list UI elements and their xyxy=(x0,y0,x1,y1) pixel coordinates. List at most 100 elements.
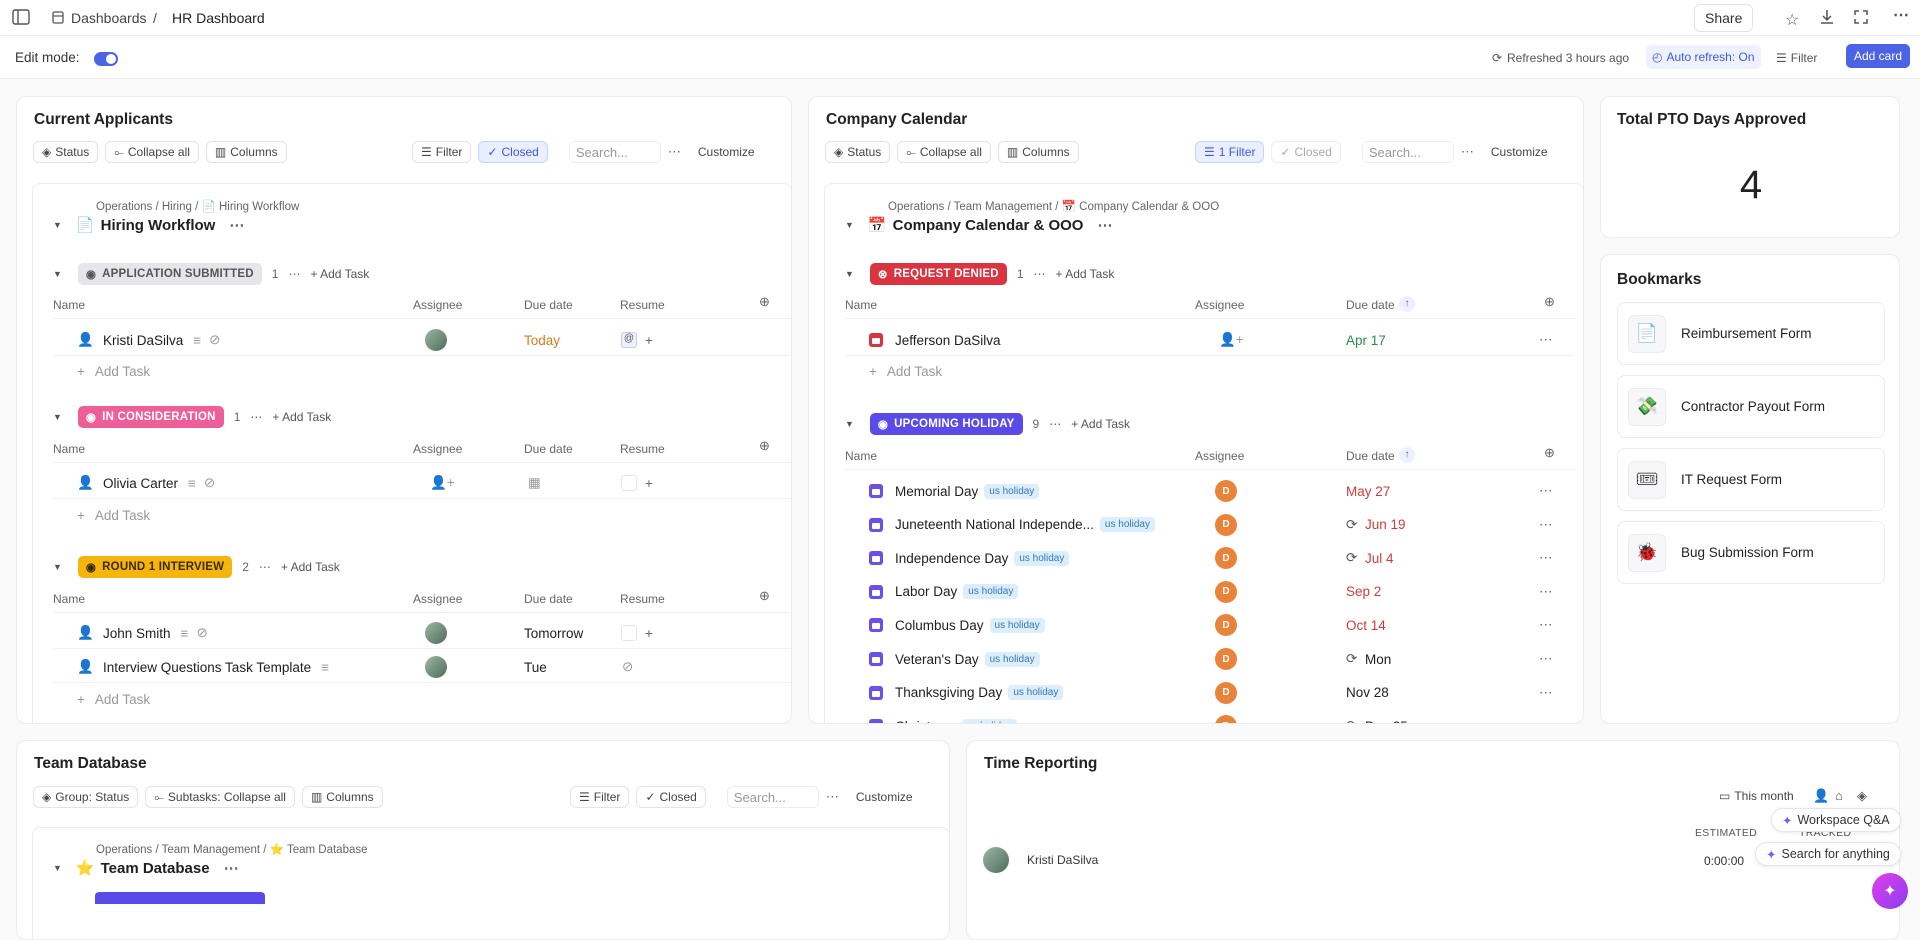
task-name[interactable]: Interview Questions Task Template xyxy=(103,659,312,675)
due-date[interactable]: Apr 17 xyxy=(1346,332,1386,348)
more-icon[interactable]: ⋯ xyxy=(1539,684,1553,700)
add-task-row[interactable]: + Add Task xyxy=(77,692,150,707)
add-task-row[interactable]: + Add Task xyxy=(77,508,150,523)
more-icon[interactable]: ⋯ xyxy=(1539,718,1553,723)
task-name[interactable]: Independence Day xyxy=(895,550,1009,566)
search-input[interactable]: Search... xyxy=(568,141,661,163)
task-row[interactable]: Memorial Day us holiday D May 27 ⋯ xyxy=(869,480,1569,502)
avatar[interactable]: D xyxy=(1215,547,1237,570)
avatar[interactable] xyxy=(425,656,447,678)
due-date[interactable]: Sep 2 xyxy=(1346,584,1382,600)
more-icon[interactable]: ⋯ xyxy=(1539,483,1553,498)
status-pill-partial[interactable] xyxy=(95,892,265,904)
more-icon[interactable]: ⋯ xyxy=(1539,332,1553,347)
avatar[interactable]: D xyxy=(1215,648,1237,670)
columns-chip[interactable]: ▥ Columns xyxy=(301,786,383,808)
task-row[interactable]: Thanksgiving Day us holiday D Nov 28 ⋯ xyxy=(869,681,1569,704)
filter-chip[interactable]: ☰ Filter xyxy=(570,786,630,808)
task-row[interactable]: 👤 Olivia Carter ≡ ⊘ 👤+ ▦ + xyxy=(77,472,791,494)
more-icon[interactable]: ⋯ xyxy=(1539,516,1553,532)
task-row[interactable]: Juneteenth National Independe... us holid… xyxy=(869,513,1569,536)
task-row[interactable]: Veteran's Day us holiday D ⟳ Mon ⋯ xyxy=(869,648,1569,670)
chevron-down-icon[interactable]: ▼ xyxy=(845,269,854,279)
chevron-down-icon[interactable]: ▼ xyxy=(53,220,62,230)
more-icon[interactable]: ⋯ xyxy=(667,144,681,159)
add-task-button[interactable]: + Add Task xyxy=(1055,267,1115,281)
filter-chip[interactable]: ☰ Filter xyxy=(412,141,472,163)
task-name[interactable]: Juneteenth National Independe... xyxy=(895,517,1094,533)
task-name[interactable]: Labor Day xyxy=(895,584,958,600)
add-task-button[interactable]: + Add Task xyxy=(1071,417,1131,431)
task-name[interactable]: John Smith xyxy=(103,625,171,641)
add-task-button[interactable]: + Add Task xyxy=(272,410,332,424)
closed-chip[interactable]: ✓ Closed xyxy=(1271,141,1341,163)
group-status-chip[interactable]: ◈ Group: Status xyxy=(33,786,139,808)
chevron-down-icon[interactable]: ▼ xyxy=(53,412,62,422)
download-icon[interactable] xyxy=(1820,9,1834,25)
more-icon[interactable]: ⋯ xyxy=(1033,267,1046,281)
task-row[interactable]: Labor Day us holiday D Sep 2 ⋯ xyxy=(869,580,1569,603)
avatar[interactable]: D xyxy=(1215,681,1237,704)
customize-button[interactable]: Customize xyxy=(1490,145,1548,159)
period-selector[interactable]: ▭ This month xyxy=(1719,789,1794,803)
add-assignee-icon[interactable]: 👤+ xyxy=(1219,332,1244,347)
due-date[interactable]: Tue xyxy=(524,659,547,675)
columns-chip[interactable]: ▥ Columns xyxy=(997,141,1079,163)
attachment-icon[interactable]: ⊘ xyxy=(622,659,634,674)
user-filter-icon[interactable]: 👤 xyxy=(1813,788,1830,803)
task-row[interactable]: Columbus Day us holiday D Oct 14 ⋯ xyxy=(869,614,1569,637)
share-button[interactable]: Share xyxy=(1694,4,1754,32)
us-holiday-tag[interactable]: us holiday xyxy=(963,584,1019,600)
task-name[interactable]: Thanksgiving Day xyxy=(895,685,1003,701)
chevron-down-icon[interactable]: ▼ xyxy=(845,220,854,230)
more-icon[interactable]: ⋯ xyxy=(288,267,301,281)
more-icon[interactable]: ⋯ xyxy=(1539,651,1553,666)
add-column-icon[interactable]: ⊕ xyxy=(759,294,770,309)
avatar[interactable]: D xyxy=(1215,480,1237,502)
more-icon[interactable]: ⋯ xyxy=(1460,144,1474,159)
due-date[interactable]: Today xyxy=(524,332,561,348)
auto-refresh-button[interactable]: ◴ Auto refresh: On xyxy=(1646,45,1761,69)
more-icon[interactable]: ⋯ xyxy=(1097,217,1113,234)
sort-asc-icon[interactable]: ↑ xyxy=(1399,447,1415,463)
search-input[interactable]: Search... xyxy=(726,786,819,808)
bookmark-bug-submission[interactable]: 🐞 Bug Submission Form xyxy=(1617,521,1885,584)
chevron-down-icon[interactable]: ▼ xyxy=(53,562,62,572)
add-task-button[interactable]: + Add Task xyxy=(280,560,340,574)
more-icon[interactable]: ⋯ xyxy=(1539,617,1553,633)
more-icon[interactable]: ⋯ xyxy=(1539,550,1553,566)
avatar[interactable]: D xyxy=(1215,715,1237,723)
layers-icon[interactable]: ◈ xyxy=(1857,788,1867,803)
resume-placeholder[interactable] xyxy=(621,625,637,641)
due-date[interactable]: Tomorrow xyxy=(524,625,584,641)
avatar[interactable] xyxy=(425,329,447,351)
customize-button[interactable]: Customize xyxy=(855,790,913,804)
more-icon[interactable]: ⋯ xyxy=(1049,417,1062,431)
edit-mode-toggle[interactable] xyxy=(94,52,118,66)
more-icon[interactable]: ⋯ xyxy=(258,560,271,574)
task-name[interactable]: Jefferson DaSilva xyxy=(895,332,1001,348)
avatar[interactable]: D xyxy=(1215,580,1237,603)
sort-asc-icon[interactable]: ↑ xyxy=(1399,296,1415,312)
due-date[interactable]: Dec 25 xyxy=(1365,719,1408,723)
status-chip[interactable]: ◈ Status xyxy=(33,141,99,163)
status-pill[interactable]: ◉ UPCOMING HOLIDAY xyxy=(869,413,1023,435)
add-column-icon[interactable]: ⊕ xyxy=(1544,294,1555,309)
task-name[interactable]: Memorial Day xyxy=(895,483,979,499)
status-chip[interactable]: ◈ Status xyxy=(825,141,891,163)
task-name[interactable]: Veteran's Day xyxy=(895,651,979,667)
closed-chip[interactable]: ✓ Closed xyxy=(478,141,548,163)
resume-placeholder[interactable] xyxy=(621,475,637,491)
task-row[interactable]: Christmas us holiday D ⟳ Dec 25 ⋯ xyxy=(869,715,1569,723)
us-holiday-tag[interactable]: us holiday xyxy=(984,483,1040,499)
more-icon[interactable]: ⋯ xyxy=(1539,583,1553,599)
task-row[interactable]: 👤 Kristi DaSilva ≡ ⊘ Today @ + xyxy=(77,329,791,351)
workspace-qa-button[interactable]: ✦ Workspace Q&A xyxy=(1771,808,1901,832)
add-column-icon[interactable]: ⊕ xyxy=(759,438,770,453)
add-task-button[interactable]: + Add Task xyxy=(310,267,370,281)
breadcrumb-dashboards[interactable]: Dashboards xyxy=(71,10,147,26)
customize-button[interactable]: Customize xyxy=(697,145,755,159)
us-holiday-tag[interactable]: us holiday xyxy=(1099,517,1155,533)
bookmark-reimbursement[interactable]: 📄 Reimbursement Form xyxy=(1617,302,1885,365)
task-name[interactable]: Columbus Day xyxy=(895,617,984,633)
